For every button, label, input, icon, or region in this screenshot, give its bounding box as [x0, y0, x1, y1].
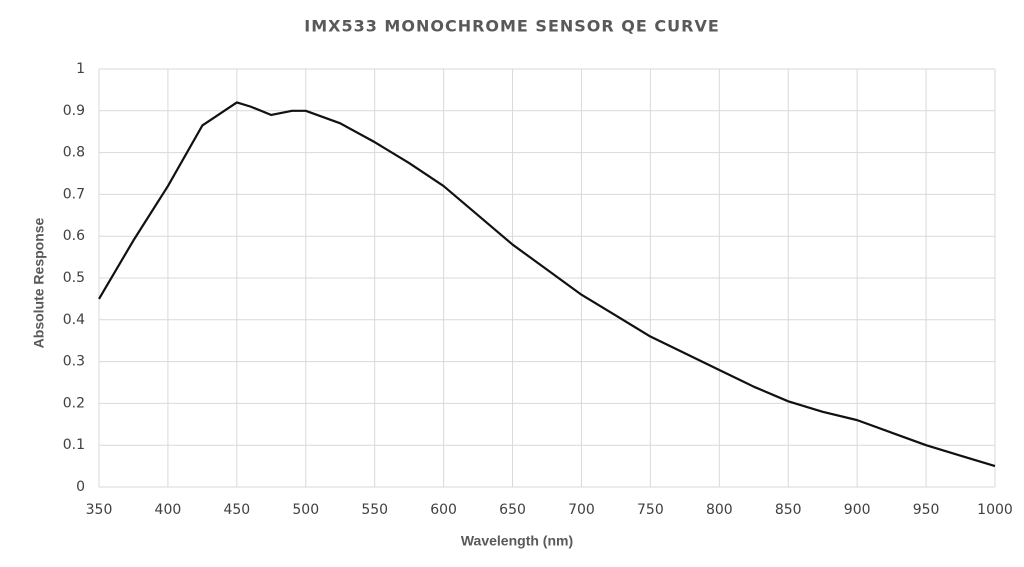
- x-tick-label: 450: [223, 502, 250, 518]
- y-tick-label: 0.5: [63, 270, 85, 286]
- x-tick-label: 650: [499, 502, 526, 518]
- x-tick-label: 500: [292, 502, 319, 518]
- x-tick-label: 400: [155, 502, 182, 518]
- x-tick-label: 800: [706, 502, 733, 518]
- x-axis-title: Wavelength (nm): [461, 533, 573, 549]
- y-axis-title: Absolute Response: [31, 217, 47, 348]
- x-tick-label: 1000: [977, 502, 1013, 518]
- y-tick-label: 0.4: [63, 312, 85, 328]
- x-tick-label: 900: [844, 502, 871, 518]
- chart-title: IMX533 MONOCHROME SENSOR QE CURVE: [304, 17, 720, 36]
- x-tick-label: 350: [86, 502, 113, 518]
- y-tick-label: 0.9: [63, 103, 85, 119]
- data-line: [98, 101, 996, 468]
- x-tick-label: 700: [568, 502, 595, 518]
- y-tick-label: 0.2: [63, 395, 85, 411]
- x-tick-label: 950: [913, 502, 940, 518]
- y-tick-label: 0.6: [63, 228, 85, 244]
- x-tick-label: 550: [361, 502, 388, 518]
- x-tick-label: 750: [637, 502, 664, 518]
- x-tick-label: 600: [430, 502, 457, 518]
- y-tick-label: 1: [76, 61, 85, 77]
- y-tick-label: 0.1: [63, 437, 85, 453]
- y-tick-label: 0: [76, 479, 85, 495]
- x-tick-label: 850: [775, 502, 802, 518]
- y-tick-label: 0.8: [63, 145, 85, 161]
- y-tick-label: 0.3: [63, 354, 85, 370]
- y-tick-label: 0.7: [63, 186, 85, 202]
